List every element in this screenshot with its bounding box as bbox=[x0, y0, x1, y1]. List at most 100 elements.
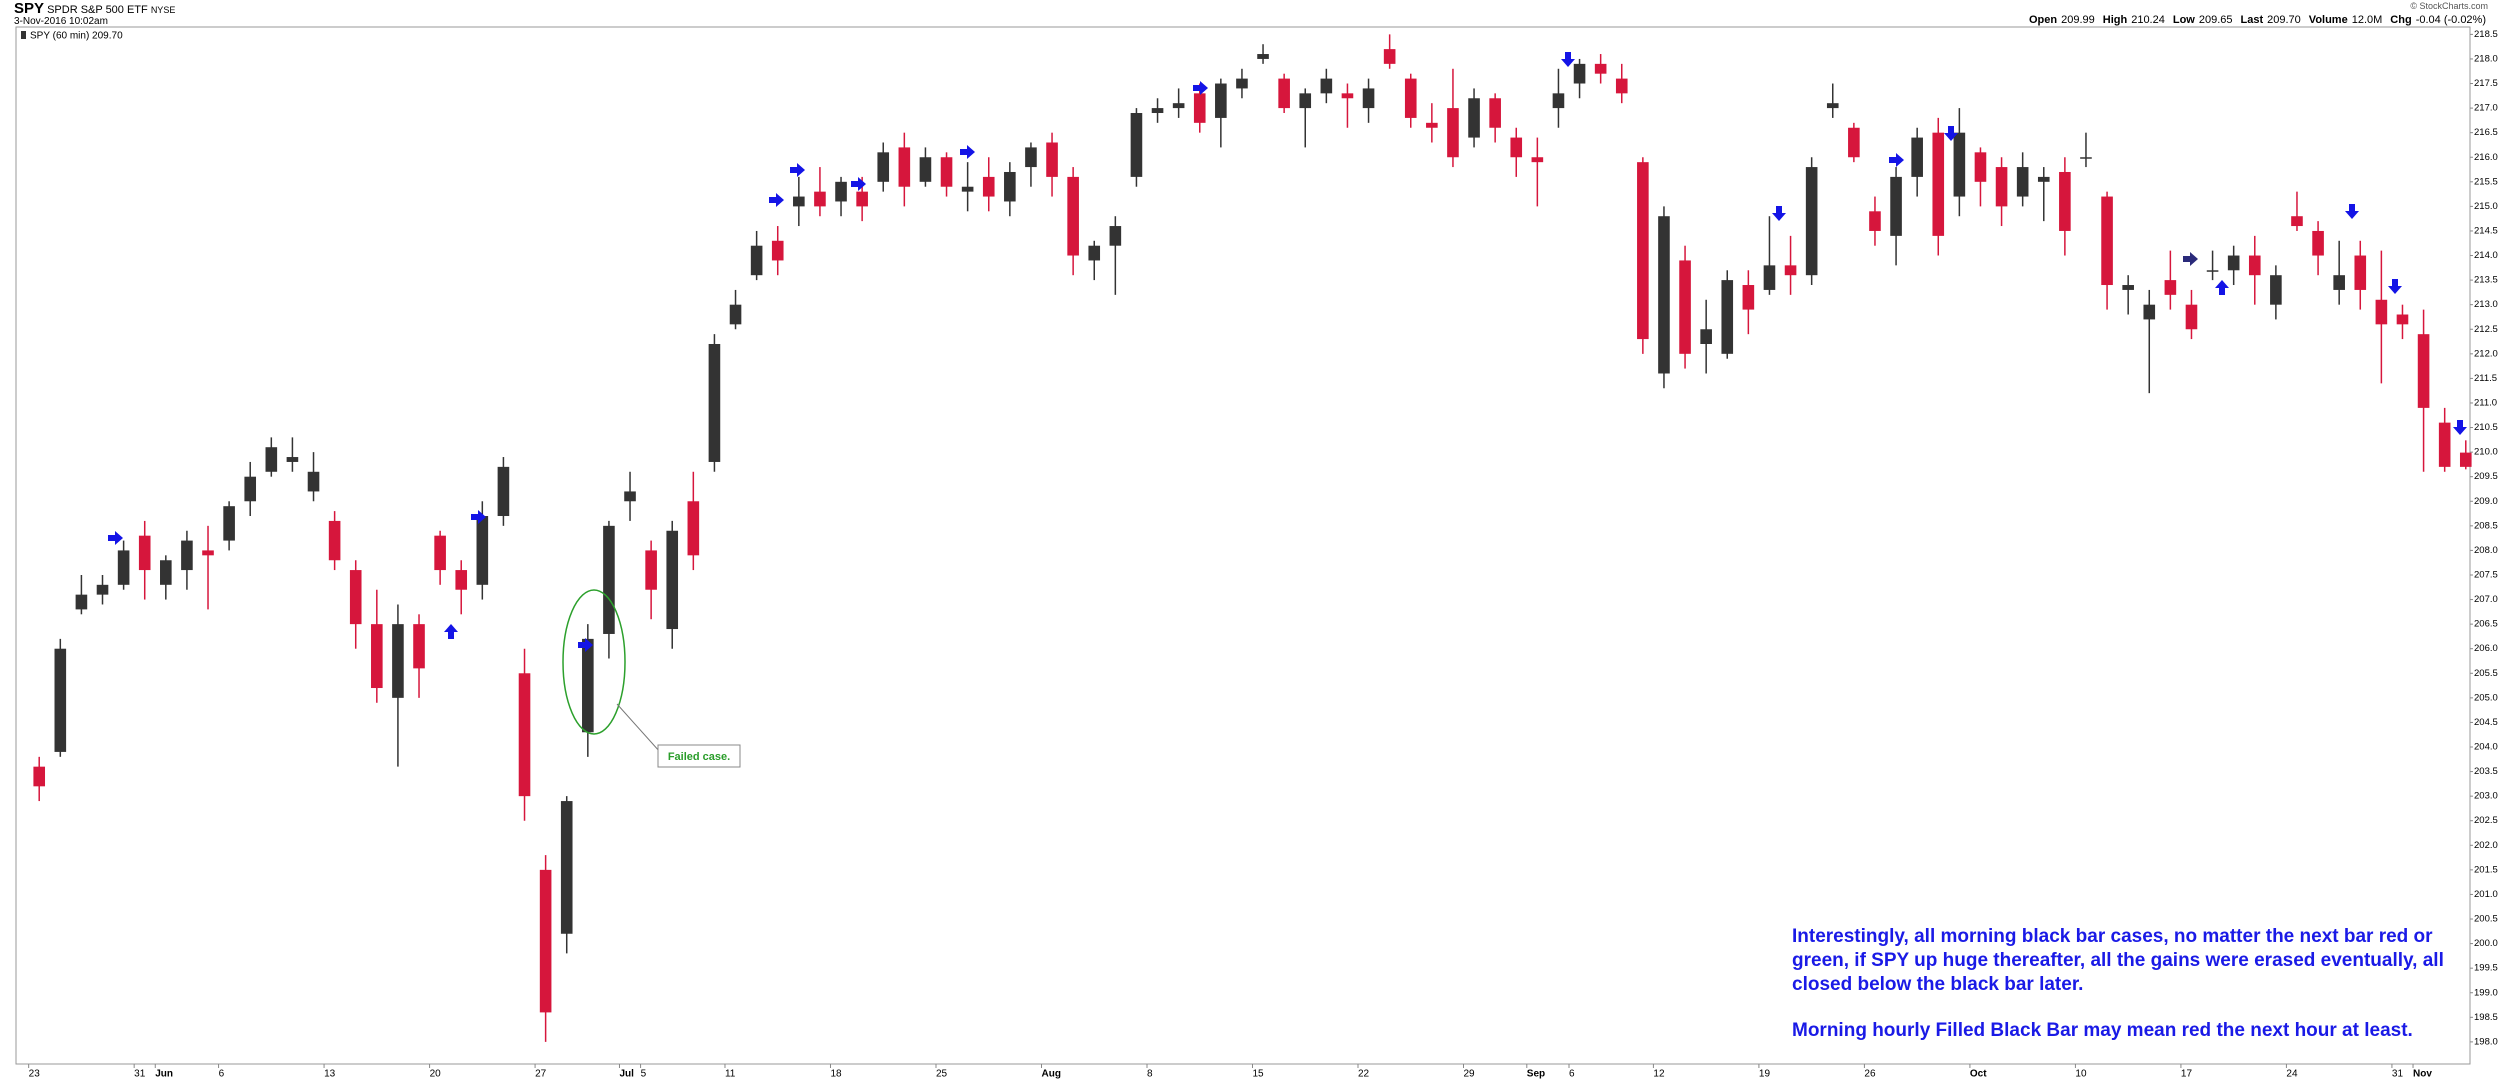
stat-value: 209.99 bbox=[2061, 14, 2095, 26]
candle-body bbox=[982, 176, 995, 197]
arrow bbox=[1561, 52, 1575, 67]
annotation-text: Morning hourly Filled Black Bar may mean… bbox=[1792, 1020, 2413, 1041]
candle-body bbox=[1067, 176, 1079, 256]
highlight-ellipse bbox=[562, 589, 626, 735]
y-tick-label: 206.0 bbox=[2474, 643, 2498, 654]
candle-body bbox=[1236, 78, 1248, 89]
candle-body bbox=[2459, 452, 2472, 467]
candles bbox=[33, 34, 2472, 1042]
y-tick-label: 208.0 bbox=[2474, 545, 2498, 556]
candle-body bbox=[1172, 103, 1185, 109]
arrow bbox=[2215, 280, 2229, 295]
x-tick-label: 26 bbox=[1864, 1069, 1876, 1080]
candle-body bbox=[1826, 103, 1839, 109]
candle-body bbox=[814, 191, 826, 207]
candle-body bbox=[54, 648, 67, 752]
candle-body bbox=[539, 869, 552, 1013]
candle-body bbox=[1383, 49, 1396, 64]
candle-body bbox=[1742, 285, 1755, 310]
candle-body bbox=[2354, 255, 2367, 290]
candle-body bbox=[1658, 216, 1670, 374]
candle-body bbox=[940, 157, 953, 187]
y-tick-label: 202.5 bbox=[2474, 815, 2498, 826]
x-tick-label: 5 bbox=[641, 1069, 647, 1080]
x-tick-label: 6 bbox=[219, 1069, 225, 1080]
candle-body bbox=[307, 471, 320, 492]
stat-label: Chg bbox=[2390, 14, 2412, 26]
candle-body bbox=[1046, 142, 1058, 177]
candle-body bbox=[1341, 93, 1354, 99]
candle-body bbox=[856, 191, 868, 207]
y-tick-label: 201.0 bbox=[2474, 889, 2498, 900]
candle-body bbox=[2417, 334, 2430, 408]
candle-body bbox=[560, 801, 573, 934]
arrow bbox=[769, 193, 784, 207]
x-tick-label: 29 bbox=[1464, 1069, 1476, 1080]
arrow bbox=[108, 531, 123, 545]
y-tick-label: 217.0 bbox=[2474, 103, 2498, 114]
stat-label: Open bbox=[2028, 14, 2058, 26]
candle-body bbox=[244, 476, 257, 502]
candle-body bbox=[603, 525, 615, 634]
x-tick-label: 18 bbox=[830, 1069, 842, 1080]
candle-body bbox=[1869, 211, 1881, 231]
candle-body bbox=[666, 530, 679, 630]
candle-body bbox=[898, 147, 911, 187]
x-tick-label: 12 bbox=[1653, 1069, 1665, 1080]
arrow bbox=[790, 163, 805, 177]
y-tick-label: 201.5 bbox=[2474, 864, 2498, 875]
candle-body bbox=[1763, 265, 1776, 290]
y-tick-label: 203.0 bbox=[2474, 791, 2498, 802]
candle-body bbox=[1151, 108, 1164, 114]
candle-body bbox=[2059, 171, 2071, 231]
candle-body bbox=[1510, 137, 1523, 158]
candle-body bbox=[2185, 304, 2198, 330]
stat-label: Volume bbox=[2308, 14, 2348, 26]
candle-body bbox=[961, 186, 974, 192]
arrow bbox=[2183, 252, 2198, 266]
candle-body bbox=[1615, 78, 1628, 94]
candle-body bbox=[286, 457, 299, 462]
candle-body bbox=[835, 181, 847, 202]
x-tick-label: Nov bbox=[2413, 1069, 2432, 1080]
arrow bbox=[960, 145, 975, 159]
candle-body bbox=[2037, 176, 2050, 182]
candle-body bbox=[1932, 132, 1945, 236]
y-tick-label: 200.0 bbox=[2474, 938, 2498, 949]
callout-line bbox=[616, 703, 661, 753]
candle-body bbox=[75, 594, 88, 610]
y-tick-label: 212.0 bbox=[2474, 348, 2498, 359]
candle-body bbox=[1109, 226, 1122, 246]
candle-body bbox=[1700, 329, 1712, 344]
candle-body bbox=[1362, 88, 1375, 109]
candle-body bbox=[1531, 157, 1544, 163]
y-tick-label: 217.5 bbox=[2474, 78, 2498, 89]
x-tick-label: 20 bbox=[430, 1069, 442, 1080]
candle-body bbox=[117, 550, 130, 585]
candle-body bbox=[1004, 171, 1016, 202]
y-tick-label: 198.0 bbox=[2474, 1036, 2498, 1047]
y-tick-label: 215.5 bbox=[2474, 176, 2498, 187]
stat-label: Last bbox=[2240, 14, 2264, 26]
candle-body bbox=[1974, 152, 1987, 182]
candle-body bbox=[2248, 255, 2261, 276]
candle-body bbox=[1489, 98, 1501, 128]
candle-body bbox=[1088, 245, 1101, 261]
x-tick-label: 25 bbox=[936, 1069, 948, 1080]
candle-body bbox=[476, 516, 489, 585]
x-tick-label: 13 bbox=[324, 1069, 336, 1080]
exchange: NYSE bbox=[150, 5, 176, 15]
candle-body bbox=[919, 157, 932, 182]
candle-body bbox=[223, 506, 235, 541]
candle-body bbox=[1848, 127, 1860, 158]
y-tick-label: 213.5 bbox=[2474, 275, 2498, 286]
candle-body bbox=[328, 520, 341, 561]
plot-frame bbox=[15, 26, 2471, 1065]
candle-body bbox=[1025, 147, 1037, 168]
x-tick-label: 27 bbox=[535, 1069, 547, 1080]
y-tick-label: 214.5 bbox=[2474, 225, 2498, 236]
x-tick-label: 6 bbox=[1569, 1069, 1575, 1080]
y-tick-label: 202.0 bbox=[2474, 840, 2498, 851]
candle-body bbox=[2312, 230, 2324, 256]
candle-body bbox=[2101, 196, 2113, 286]
